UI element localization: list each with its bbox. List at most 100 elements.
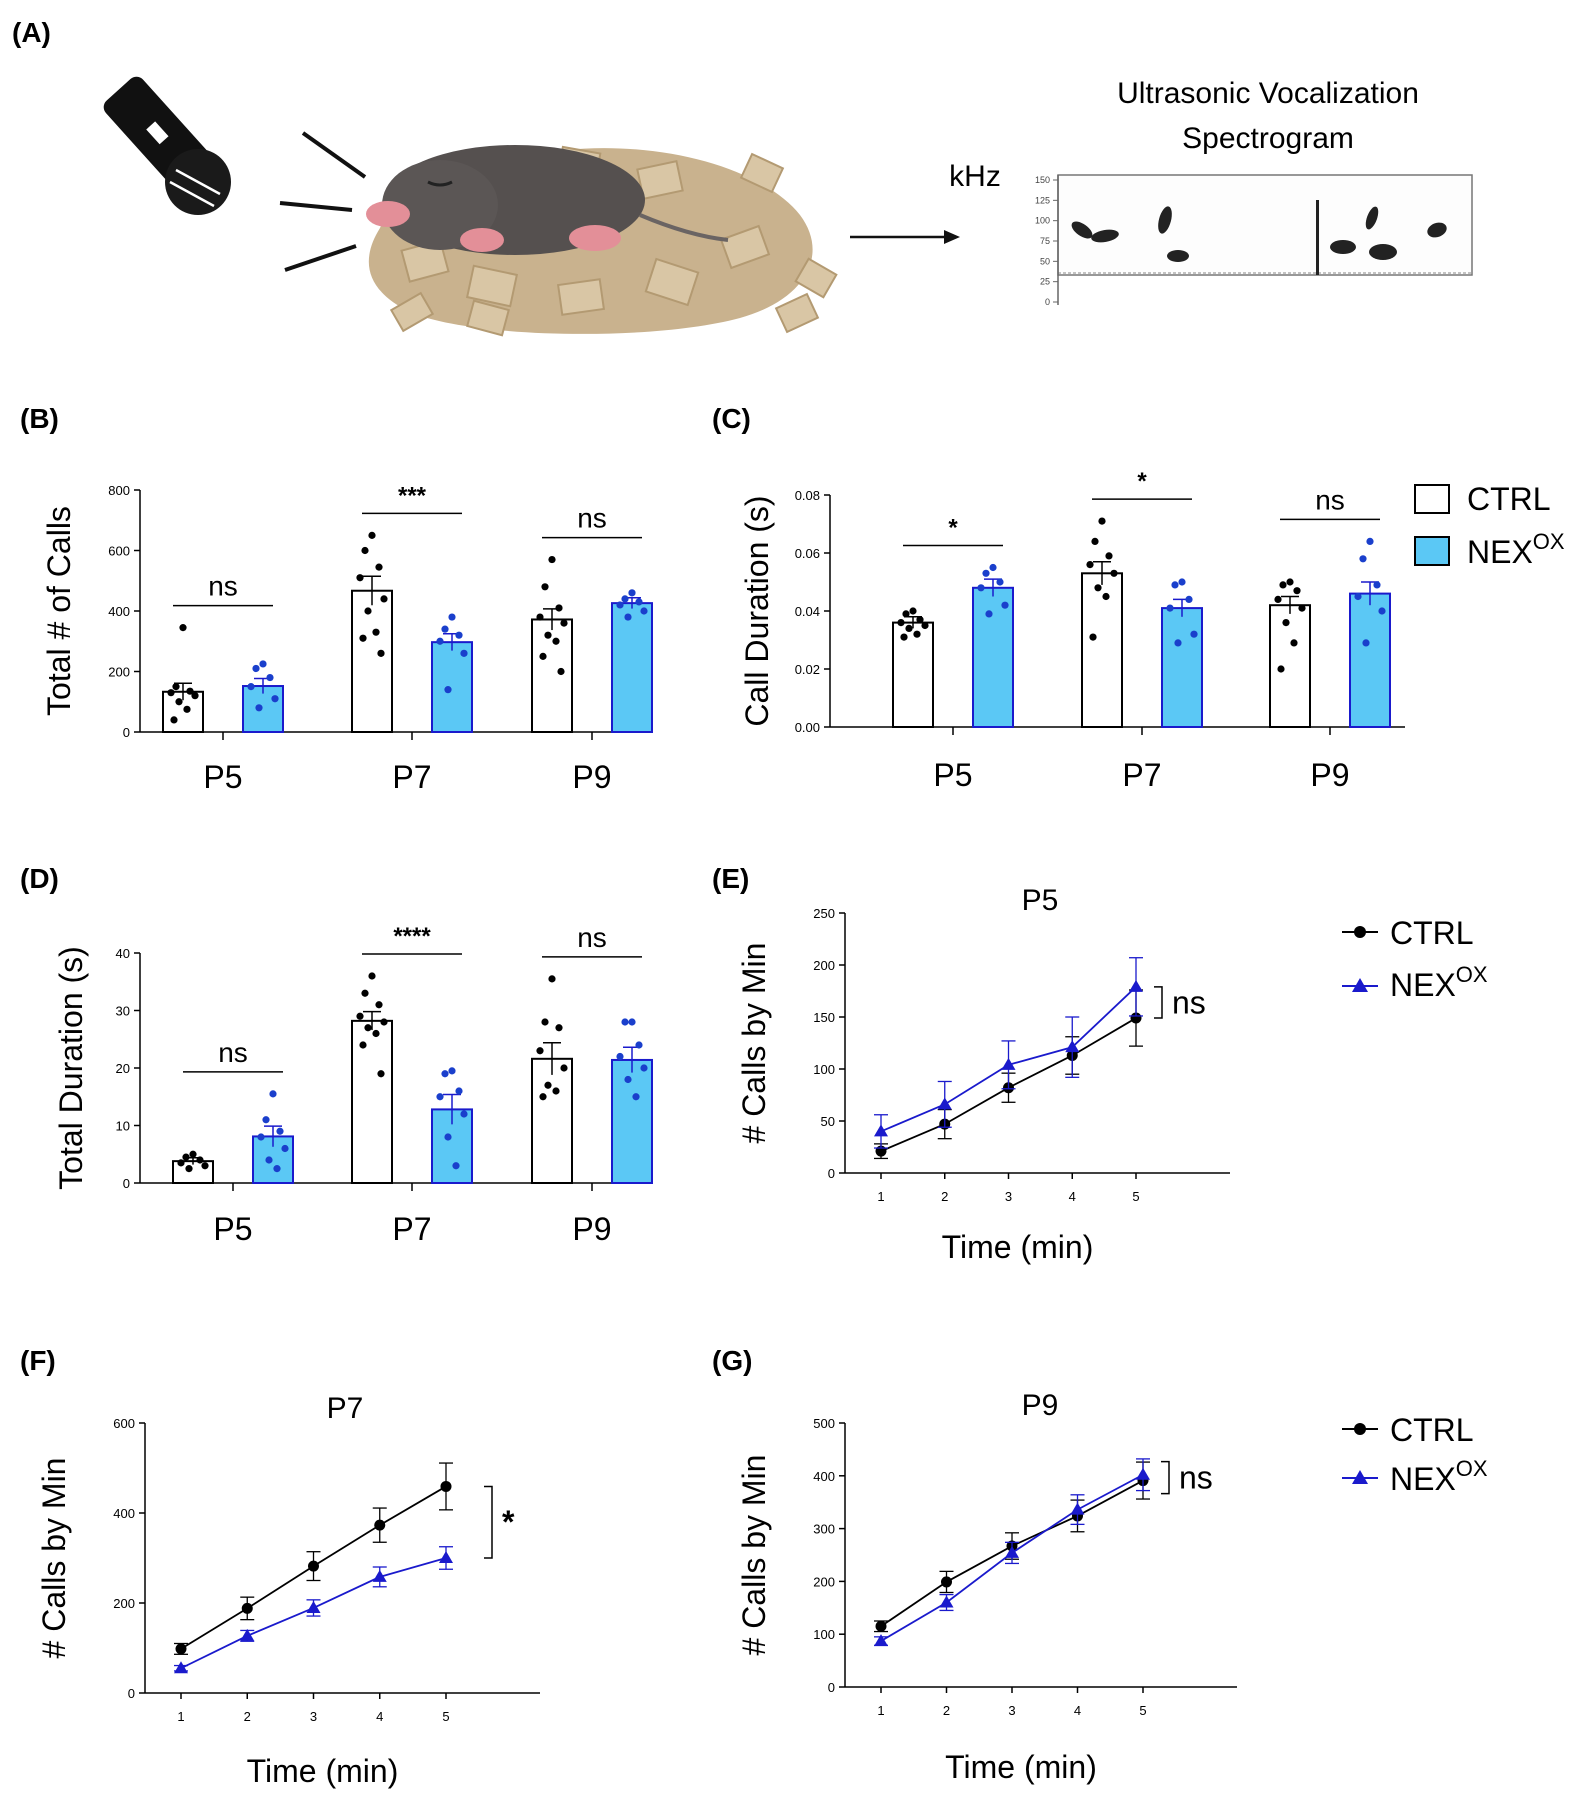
significance-label: ns	[1315, 484, 1345, 515]
data-point-nex	[439, 1551, 453, 1563]
data-point-ctrl	[172, 683, 180, 691]
data-point-nex	[1166, 604, 1174, 612]
y-tick-label: 100	[813, 1062, 835, 1077]
mouse-pup-illustration	[366, 145, 838, 337]
data-point-ctrl	[175, 698, 183, 706]
data-point-ctrl	[170, 716, 178, 724]
data-point-ctrl	[941, 1576, 952, 1588]
data-point-nex	[640, 1064, 648, 1072]
data-point-ctrl	[905, 624, 913, 633]
data-point-ctrl	[375, 563, 383, 571]
significance-label: *	[948, 515, 958, 542]
y-tick-label: 400	[113, 1506, 135, 1521]
data-point-ctrl	[374, 1519, 386, 1531]
data-point-nex	[989, 563, 997, 572]
significance-bracket	[1161, 1460, 1170, 1495]
data-point-nex	[1190, 630, 1198, 638]
data-point-nex	[444, 1133, 452, 1141]
data-point-nex	[455, 631, 463, 639]
data-point-nex	[635, 598, 643, 606]
data-point-ctrl	[552, 1087, 560, 1095]
y-tick-label: 0.08	[795, 488, 820, 503]
y-tick-label: 600	[108, 544, 130, 559]
panel-letter: (G)	[712, 1345, 752, 1376]
x-axis-label: Time (min)	[942, 1229, 1094, 1265]
chart-title: P5	[1022, 884, 1059, 917]
data-point-ctrl	[1089, 633, 1097, 641]
spectrogram-tick-label: 25	[1040, 277, 1050, 287]
data-point-nex	[460, 1110, 468, 1118]
chart-title: P9	[1022, 1389, 1059, 1422]
x-axis-label: Time (min)	[945, 1749, 1097, 1785]
data-point-ctrl	[177, 1159, 185, 1167]
data-point-ctrl	[359, 1041, 367, 1049]
panel-d-total-duration-chart: (D) 0 10 20 30 40 Total Duration (s) P5 ns P7 ****…	[20, 863, 653, 1247]
x-tick-label: 4	[1074, 1703, 1081, 1718]
data-point-nex	[985, 610, 993, 618]
data-point-nex	[255, 704, 263, 712]
x-tick-label: P7	[1122, 757, 1161, 793]
spectrogram-tick-label: 125	[1035, 195, 1050, 205]
data-point-ctrl	[1282, 619, 1290, 627]
data-point-nex	[247, 683, 255, 691]
data-point-nex	[1366, 537, 1374, 546]
data-point-ctrl	[541, 1018, 549, 1026]
significance-label: ****	[393, 923, 431, 950]
y-tick-label: 40	[116, 946, 130, 961]
y-tick-label: 10	[116, 1119, 130, 1134]
legend-nex-label: NEXOX	[1467, 529, 1565, 570]
y-tick-label: 500	[813, 1416, 835, 1431]
data-point-ctrl	[544, 1081, 552, 1089]
data-point-nex	[621, 1018, 629, 1026]
x-tick-label: 2	[244, 1709, 251, 1724]
spectrogram-title-line1: Ultrasonic Vocalization	[1117, 77, 1419, 110]
data-point-ctrl	[548, 975, 556, 983]
x-tick-label: P5	[933, 757, 972, 793]
y-tick-label: 20	[116, 1061, 130, 1076]
data-point-nex	[996, 578, 1004, 586]
data-point-ctrl	[1091, 537, 1099, 546]
data-point-ctrl	[179, 624, 187, 632]
y-tick-label: 50	[821, 1114, 835, 1129]
data-point-nex	[1362, 639, 1370, 647]
data-point-ctrl	[1298, 604, 1306, 612]
significance-label: ns	[1172, 984, 1206, 1020]
y-tick-label: 0.00	[795, 720, 820, 735]
data-point-nex	[262, 1116, 270, 1124]
data-point-ctrl	[1094, 584, 1102, 592]
data-point-ctrl	[185, 1165, 193, 1173]
data-point-nex	[621, 595, 629, 603]
bar-ctrl	[1269, 604, 1311, 729]
data-point-nex	[269, 1090, 277, 1098]
bar-nex	[1161, 607, 1203, 728]
x-tick-label: 1	[177, 1709, 184, 1724]
data-point-ctrl	[361, 989, 369, 997]
y-axis-label: Total # of Calls	[41, 506, 77, 716]
data-point-nex	[1354, 592, 1362, 601]
data-point-ctrl	[189, 1150, 197, 1158]
panel-letter: (E)	[712, 863, 749, 894]
data-point-ctrl	[902, 610, 910, 618]
data-point-ctrl	[364, 607, 372, 615]
data-point-ctrl	[1286, 578, 1294, 586]
data-point-ctrl	[359, 634, 367, 642]
data-point-nex	[624, 1075, 632, 1084]
data-point-ctrl	[380, 595, 388, 603]
data-point-ctrl	[191, 692, 199, 700]
data-point-ctrl	[372, 1029, 380, 1038]
data-point-ctrl	[541, 583, 549, 591]
legend-ctrl-label: CTRL	[1390, 1412, 1474, 1448]
data-point-ctrl	[183, 705, 191, 713]
bar-nex	[431, 641, 473, 733]
legend-nex-label: NEXOX	[1390, 962, 1488, 1003]
x-tick-label: P7	[392, 1211, 431, 1247]
significance-label: ns	[577, 503, 607, 534]
bar-nex	[611, 602, 653, 734]
data-point-ctrl	[175, 1643, 187, 1655]
data-point-ctrl	[368, 531, 376, 539]
data-point-ctrl	[909, 607, 917, 615]
data-point-ctrl	[186, 687, 194, 695]
data-point-ctrl	[356, 574, 364, 582]
legend-ctrl-label: CTRL	[1467, 481, 1551, 517]
